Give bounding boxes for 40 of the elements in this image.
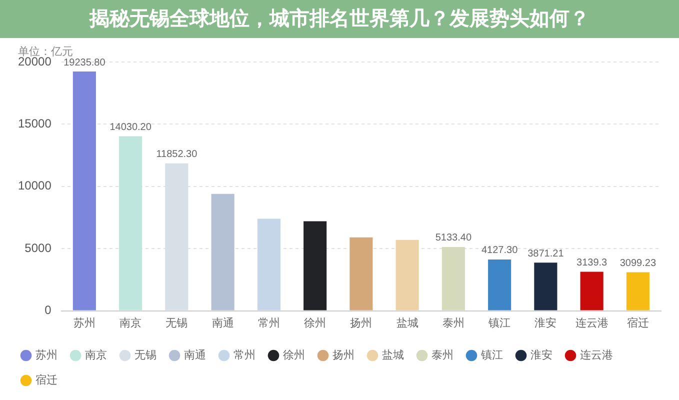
- data-label: 3139.3: [576, 257, 608, 268]
- x-tick-label: 南京: [120, 316, 142, 330]
- x-tick-label: 徐州: [304, 316, 326, 330]
- y-axis-title: 单位：亿元: [18, 45, 73, 58]
- x-tick-label: 无锡: [166, 317, 188, 330]
- y-tick-label: 5000: [24, 240, 52, 255]
- data-label: 5133.40: [435, 232, 472, 244]
- legend-label: 苏州: [36, 348, 58, 362]
- legend-label: 徐州: [283, 348, 305, 362]
- legend-label: 连云港: [580, 348, 613, 362]
- x-tick-label: 连云港: [575, 316, 608, 330]
- data-label: 19235.80: [64, 57, 106, 68]
- x-tick-label: 南通: [212, 316, 234, 330]
- legend-label: 常州: [234, 348, 256, 362]
- x-tick-label: 盐城: [396, 316, 418, 330]
- legend-label: 宿迁: [36, 374, 58, 387]
- y-tick-label: 0: [44, 303, 52, 318]
- x-tick-label: 扬州: [350, 316, 372, 330]
- data-label: 4127.30: [481, 245, 518, 256]
- y-tick-label: 10000: [18, 178, 52, 193]
- legend-label: 盐城: [382, 348, 404, 362]
- data-label: 11852.30: [156, 149, 198, 160]
- data-label: 3871.21: [528, 248, 564, 260]
- x-tick-label: 泰州: [442, 316, 464, 330]
- legend-label: 南京: [85, 348, 107, 362]
- x-tick-label: 镇江: [488, 317, 511, 330]
- y-tick-label: 15000: [18, 116, 52, 131]
- data-label: 3099.23: [620, 258, 656, 269]
- legend-label: 泰州: [432, 348, 454, 362]
- x-tick-label: 宿迁: [626, 316, 649, 330]
- x-tick-label: 常州: [258, 316, 280, 330]
- legend-label: 无锡: [134, 350, 156, 362]
- data-label: 14030.20: [110, 122, 152, 134]
- chart-title: 揭秘无锡全球地位，城市排名世界第几？发展势头如何？: [0, 0, 679, 38]
- x-tick-label: 淮安: [534, 316, 557, 330]
- legend-label: 淮安: [530, 348, 552, 362]
- x-tick-label: 苏州: [73, 316, 96, 330]
- legend-label: 镇江: [480, 350, 503, 362]
- legend-label: 扬州: [332, 348, 354, 362]
- legend-label: 南通: [184, 348, 206, 362]
